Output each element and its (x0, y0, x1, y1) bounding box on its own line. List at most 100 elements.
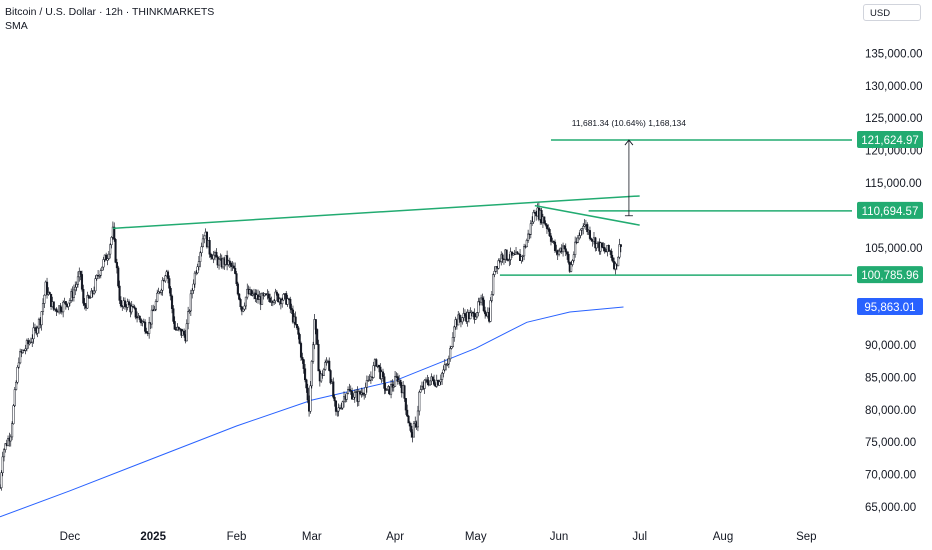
candle (80, 270, 84, 292)
price-tick-label: 75,000.00 (865, 437, 916, 449)
candle-body (441, 372, 444, 380)
candle (40, 311, 43, 331)
candle (295, 324, 299, 330)
candle (138, 315, 141, 323)
candle-body (368, 379, 371, 382)
candle (88, 295, 92, 299)
candle-body (161, 279, 164, 291)
candle-body (543, 216, 546, 224)
candle (594, 236, 597, 252)
candle (133, 304, 136, 310)
candle-body (618, 244, 621, 258)
candle (62, 300, 65, 318)
candle-body (329, 370, 332, 384)
symbol-title[interactable]: Bitcoin / U.S. Dollar · 12h · THINKMARKE… (5, 6, 215, 18)
candle (172, 305, 175, 324)
candle-body (381, 371, 385, 377)
candle (516, 250, 519, 255)
candle (566, 250, 569, 260)
candle (441, 372, 444, 385)
candle (19, 348, 22, 365)
candle-body (76, 276, 79, 285)
candle (446, 358, 449, 367)
candle (453, 325, 456, 342)
candle (130, 301, 133, 315)
indicator-label[interactable]: SMA (5, 20, 28, 32)
candle (304, 364, 307, 383)
candle-body (40, 311, 43, 326)
currency-button[interactable]: USD (863, 4, 921, 21)
candle (12, 404, 15, 425)
candle-body (333, 396, 336, 402)
candle (201, 233, 204, 248)
candle-body (595, 243, 598, 249)
candle (115, 258, 118, 274)
price-tick-label: 85,000.00 (865, 372, 916, 384)
candle (406, 404, 409, 417)
candle-body (520, 256, 523, 261)
candle (545, 223, 548, 234)
candle (533, 209, 536, 214)
candle (336, 410, 339, 417)
candle (544, 220, 547, 227)
price-tick-label: 80,000.00 (865, 405, 916, 417)
candle (574, 236, 577, 258)
candle-body (117, 267, 120, 287)
candle-body (101, 266, 104, 271)
candle (193, 271, 196, 288)
candle-body (527, 233, 530, 241)
candle (334, 400, 338, 416)
candle-body (610, 250, 613, 258)
candle-body (9, 436, 12, 442)
candle (161, 277, 164, 296)
candle-body (291, 309, 295, 323)
candle (617, 256, 620, 267)
candle-body (160, 289, 163, 293)
candle (45, 277, 49, 299)
candle-body (45, 281, 49, 295)
candle-body (446, 363, 449, 366)
candle (310, 359, 313, 389)
candle (523, 243, 526, 261)
candle-body (532, 212, 535, 223)
candle (28, 339, 31, 346)
candle (215, 248, 218, 258)
candle (571, 259, 574, 267)
candle (481, 293, 484, 306)
candle-body (123, 300, 127, 307)
candle-body (189, 293, 192, 312)
candle-body (29, 341, 32, 344)
price-label-bg (857, 266, 923, 284)
candle-body (580, 228, 583, 231)
candle (134, 307, 137, 320)
candle (281, 297, 284, 308)
candle (170, 294, 174, 314)
candle (586, 222, 589, 235)
candle (76, 271, 79, 288)
candle-body (232, 265, 235, 269)
candle-body (250, 289, 253, 296)
candle (567, 251, 570, 265)
candle-body (309, 385, 312, 412)
candle (322, 367, 325, 376)
candle (418, 390, 421, 416)
candle (274, 288, 277, 304)
candle (600, 242, 604, 248)
candle-body (574, 241, 577, 255)
candle-body (196, 266, 199, 274)
candle-body (41, 303, 45, 312)
candle-body (32, 327, 35, 340)
candle (607, 244, 610, 252)
candle-body (510, 251, 514, 256)
candle-body (571, 260, 574, 265)
candle-body (2, 449, 6, 458)
candle-body (86, 295, 89, 309)
candle-body (412, 423, 415, 438)
candle (385, 389, 389, 391)
candle-body (406, 409, 409, 417)
candle (590, 237, 593, 242)
candle-body (490, 294, 493, 301)
candle-body (36, 327, 39, 334)
candle-body (169, 287, 172, 297)
